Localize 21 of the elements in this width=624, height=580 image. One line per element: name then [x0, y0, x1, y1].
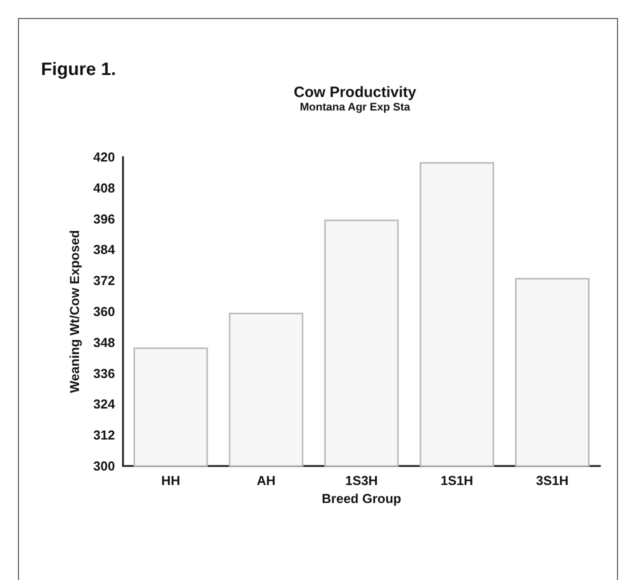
y-tick-label: 396: [93, 211, 115, 226]
y-tick-label: 348: [93, 334, 115, 350]
y-tick-label: 384: [93, 242, 116, 258]
x-tick-label: 1S3H: [345, 473, 378, 488]
y-tick-label: 420: [93, 150, 115, 164]
x-tick-label: 3S1H: [536, 473, 569, 488]
chart-subtitle: Montana Agr Exp Sta: [300, 102, 411, 114]
y-tick-label: 336: [93, 366, 115, 381]
x-axis-title: Breed Group: [322, 490, 402, 506]
y-tick-label: 312: [93, 428, 115, 443]
y-tick-label: 300: [93, 458, 115, 474]
y-tick-label: 372: [93, 273, 115, 288]
x-tick-label: AH: [256, 473, 276, 488]
x-tick-label: HH: [161, 473, 180, 488]
y-tick-label: 324: [93, 396, 116, 412]
caption: Figure 1.: [41, 59, 116, 79]
x-tick-label: 1S1H: [440, 473, 474, 488]
y-axis-title: Weaning Wt/Cow Exposed: [67, 230, 82, 393]
chart-title: Cow Productivity: [294, 84, 417, 101]
y-tick-label: 408: [93, 180, 115, 196]
y-tick-label: 360: [93, 304, 115, 319]
